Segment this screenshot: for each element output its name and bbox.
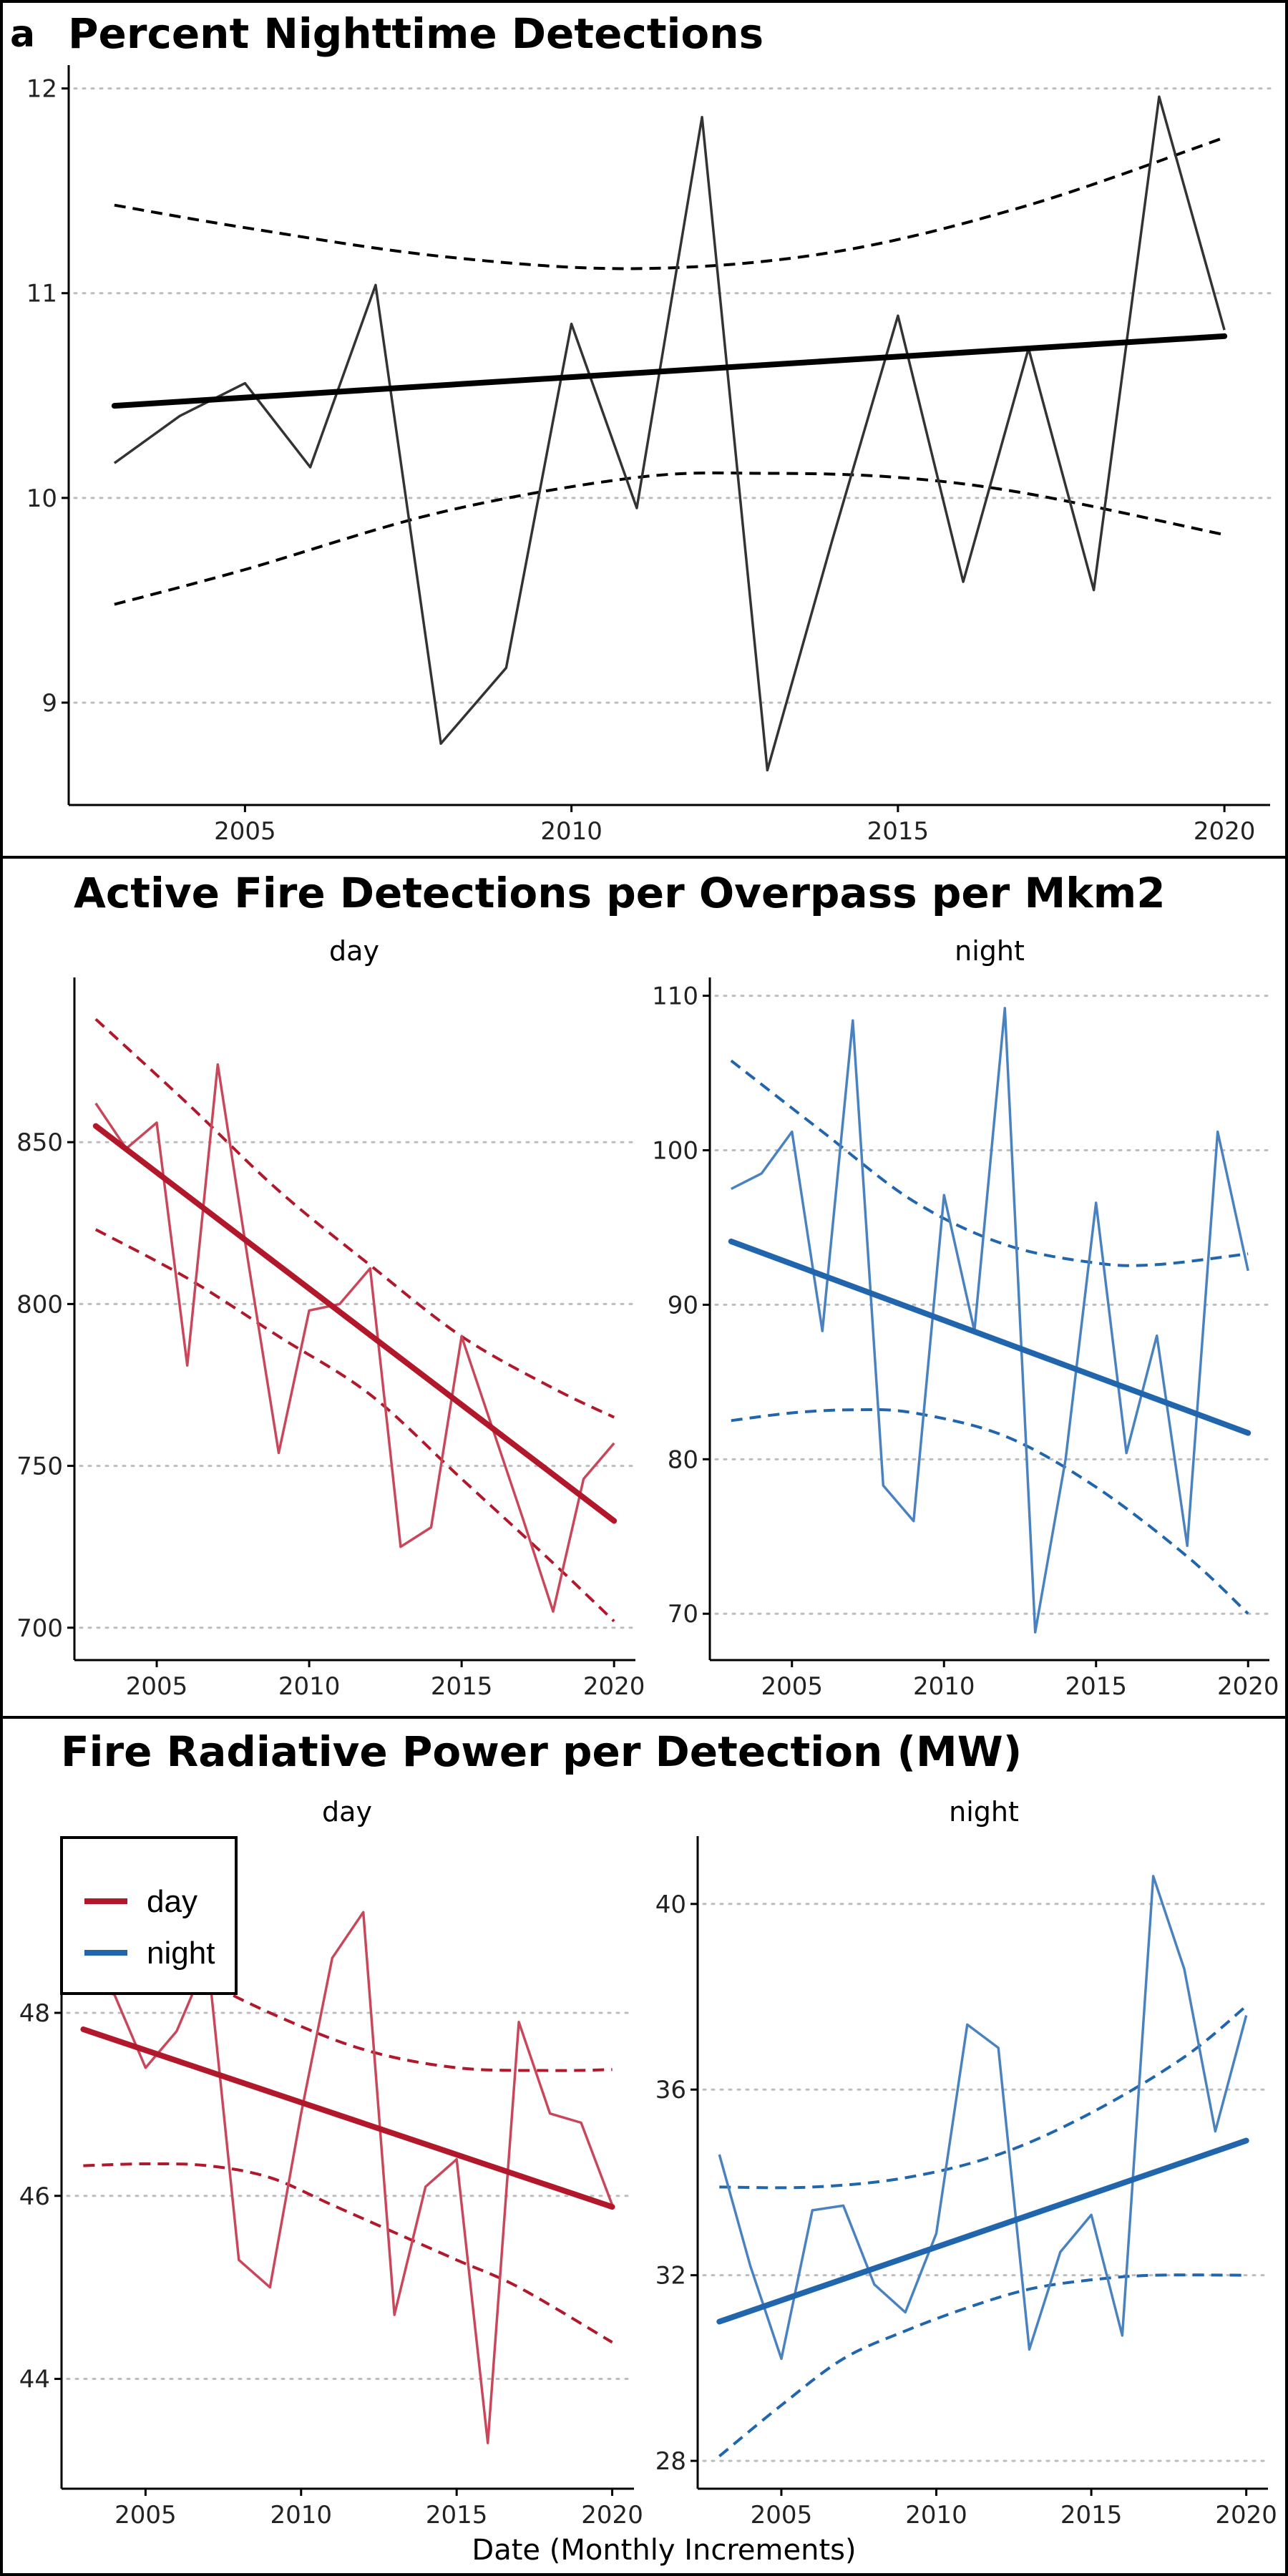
y-tick-label: 36 — [655, 2076, 686, 2104]
x-tick-label: 2015 — [1060, 2501, 1123, 2529]
section-title-frp: Fire Radiative Power per Detection (MW) — [61, 1727, 1022, 1776]
y-tick-label: 700 — [16, 1614, 63, 1643]
plot-panel-nighttime-pct: 9 10 11 12 2005 2010 2015 2020 — [26, 65, 1272, 846]
section-border-frp — [0, 1716, 1288, 2576]
confidence-band-upper — [94, 1018, 615, 1419]
x-axis-label: Date (Monthly Increments) — [472, 2534, 856, 2567]
confidence-band-lower — [83, 2162, 613, 2344]
x-tick-label: 2010 — [905, 2501, 967, 2529]
y-tick-label: 10 — [26, 484, 57, 513]
x-tick-label: 2020 — [1194, 817, 1256, 846]
data-series-line — [94, 1063, 615, 1613]
trend-line — [92, 1123, 618, 1524]
y-tick-label: 44 — [19, 2366, 50, 2394]
y-tick-label: 9 — [42, 689, 57, 718]
confidence-band-lower — [731, 1407, 1249, 1615]
data-series-line — [718, 1875, 1248, 2361]
strip-label-afd-night: night — [955, 935, 1025, 967]
y-tick-label: 70 — [668, 1600, 698, 1629]
y-tick-label: 46 — [19, 2182, 50, 2211]
legend-label-day: day — [147, 1884, 197, 1919]
legend: day night — [60, 1836, 238, 1995]
panel-letter: a — [10, 13, 35, 56]
y-tick-label: 11 — [26, 280, 57, 308]
x-tick-label: 2015 — [431, 1672, 493, 1701]
legend-box — [60, 1836, 238, 1995]
confidence-band-lower — [718, 2273, 1246, 2458]
x-tick-label: 2010 — [540, 817, 602, 846]
x-tick-label: 2010 — [270, 2501, 333, 2529]
confidence-band-lower — [94, 1228, 615, 1623]
x-tick-label: 2005 — [114, 2501, 177, 2529]
x-tick-label: 2015 — [426, 2501, 488, 2529]
data-series-line — [731, 1007, 1249, 1634]
y-tick-label: 48 — [19, 1999, 50, 2028]
strip-label-frp-day: day — [322, 1796, 372, 1828]
x-tick-label: 2015 — [1065, 1672, 1127, 1701]
strip-label-afd-day: day — [329, 935, 379, 967]
x-tick-label: 2015 — [867, 817, 930, 846]
y-tick-label: 100 — [652, 1137, 698, 1166]
y-tick-label: 12 — [26, 75, 57, 104]
x-tick-label: 2020 — [1217, 1672, 1279, 1701]
y-tick-label: 28 — [655, 2447, 686, 2476]
confidence-band-upper — [730, 1059, 1249, 1267]
y-tick-label: 90 — [668, 1291, 698, 1319]
x-tick-label: 2010 — [278, 1672, 341, 1701]
x-tick-label: 2020 — [583, 1672, 645, 1701]
section-title-afd: Active Fire Detections per Overpass per … — [74, 869, 1166, 917]
x-tick-label: 2005 — [751, 2501, 813, 2529]
y-tick-label: 40 — [655, 1890, 686, 1919]
y-tick-label: 110 — [652, 982, 698, 1011]
x-tick-label: 2005 — [126, 1672, 188, 1701]
data-series-line — [113, 95, 1226, 772]
plot-panel-frp-night: 28 32 36 40 2005 2010 2015 2020 — [655, 1836, 1277, 2529]
y-tick-label: 80 — [668, 1445, 698, 1474]
chart-title-nighttime: Percent Nighttime Detections — [68, 9, 763, 58]
plot-panel-afd-day: 700 750 800 850 2005 2010 2015 2020 — [16, 977, 645, 1701]
confidence-band-upper — [114, 136, 1225, 270]
x-tick-label: 2005 — [761, 1672, 823, 1701]
x-tick-label: 2020 — [1215, 2501, 1277, 2529]
confidence-band-upper — [719, 2004, 1247, 2190]
plot-panel-afd-night: 70 80 90 100 110 2005 2010 2015 2020 — [652, 977, 1279, 1701]
trend-line — [80, 2026, 615, 2210]
y-tick-label: 750 — [16, 1453, 63, 1481]
data-series-line — [82, 1911, 614, 2444]
legend-label-night: night — [147, 1936, 215, 1971]
y-tick-label: 32 — [655, 2262, 686, 2290]
trend-line — [111, 333, 1228, 409]
x-tick-label: 2005 — [214, 817, 276, 846]
confidence-band-lower — [114, 471, 1225, 606]
trend-line — [716, 2137, 1249, 2325]
y-tick-label: 850 — [16, 1128, 63, 1157]
strip-label-frp-night: night — [949, 1796, 1019, 1828]
trend-line — [728, 1238, 1252, 1436]
x-tick-label: 2020 — [581, 2501, 643, 2529]
x-tick-label: 2010 — [913, 1672, 975, 1701]
y-tick-label: 800 — [16, 1290, 63, 1319]
